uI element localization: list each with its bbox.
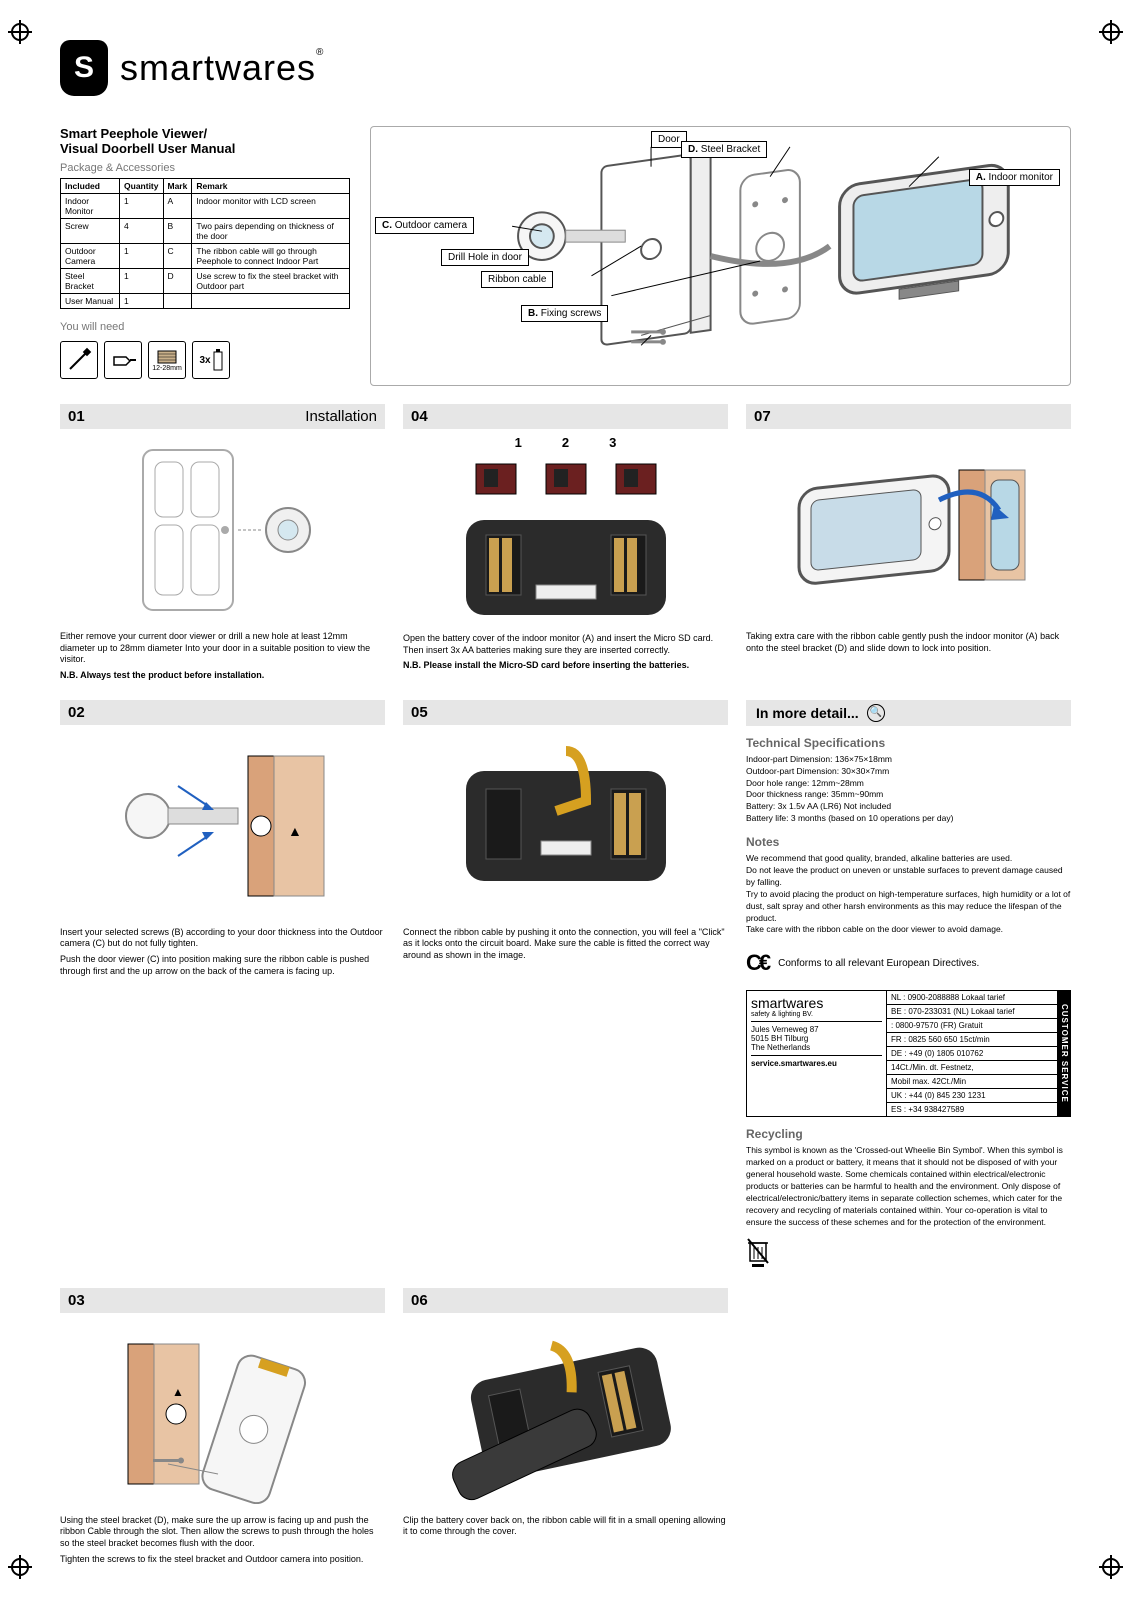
logo-text: smartwares® bbox=[120, 47, 324, 89]
you-will-need-icons: 12-28mm 3x bbox=[60, 341, 350, 379]
step-03-text1: Using the steel bracket (D), make sure t… bbox=[60, 1515, 385, 1550]
step-02: 02 ▲ Inse bbox=[60, 700, 385, 1270]
tech-line: Outdoor-part Dimension: 30×30×7mm bbox=[746, 766, 1071, 778]
screwdriver-icon bbox=[60, 341, 98, 379]
step-01-text: Either remove your current door viewer o… bbox=[60, 631, 385, 666]
step-07: 07 Taking ext bbox=[746, 404, 1071, 682]
note-line: We recommend that good quality, branded,… bbox=[746, 853, 1071, 865]
step-01-diagram bbox=[113, 440, 333, 620]
contact-line: BE : 070-233031 (NL) Lokaal tarief bbox=[887, 1005, 1057, 1019]
step-02-text1: Insert your selected screws (B) accordin… bbox=[60, 927, 385, 950]
step-03: 03 ▲ Using the steel brac bbox=[60, 1288, 385, 1566]
customer-service-tab: CUSTOMER SERVICE bbox=[1058, 990, 1071, 1117]
left-intro-column: Smart Peephole Viewer/ Visual Doorbell U… bbox=[60, 126, 350, 386]
tech-line: Battery life: 3 months (based on 10 oper… bbox=[746, 813, 1071, 825]
contact-line: NL : 0900-2088888 Lokaal tarief bbox=[887, 991, 1057, 1005]
step-04-text: Open the battery cover of the indoor mon… bbox=[403, 633, 728, 656]
step-01: 01Installation Either remove your curren… bbox=[60, 404, 385, 682]
you-will-need-heading: You will need bbox=[60, 321, 350, 333]
step-02-diagram: ▲ bbox=[98, 736, 348, 916]
contact-line: : 0800-97570 (FR) Gratuit bbox=[887, 1019, 1057, 1033]
weee-bin-icon bbox=[746, 1237, 1071, 1270]
pkg-header: Quantity bbox=[120, 179, 163, 194]
brand-logo: S smartwares® bbox=[60, 40, 1071, 96]
recycling-section: Recycling This symbol is known as the 'C… bbox=[746, 1127, 1071, 1269]
table-row: Steel Bracket1DUse screw to fix the stee… bbox=[61, 269, 350, 294]
table-row: Screw4BTwo pairs depending on thickness … bbox=[61, 219, 350, 244]
contact-line: Mobil max. 42Ct./Min bbox=[887, 1075, 1057, 1089]
registration-mark-icon bbox=[8, 20, 38, 50]
package-table: IncludedQuantityMarkRemark Indoor Monito… bbox=[60, 178, 350, 309]
step-06-diagram bbox=[446, 1324, 686, 1504]
step-05-diagram bbox=[446, 741, 686, 911]
svg-text:▲: ▲ bbox=[288, 823, 302, 839]
step-04-nb: N.B. Please install the Micro-SD card be… bbox=[403, 660, 689, 670]
step-06-text: Clip the battery cover back on, the ribb… bbox=[403, 1515, 728, 1538]
batteries-icon: 3x bbox=[192, 341, 230, 379]
table-row: Indoor Monitor1AIndoor monitor with LCD … bbox=[61, 194, 350, 219]
ce-conformity: C€ Conforms to all relevant European Dir… bbox=[746, 950, 1071, 976]
step-05: 05 Connect the ribbon cable by pushing i… bbox=[403, 700, 728, 1270]
step-07-diagram bbox=[779, 440, 1039, 620]
step-04: 04 123 bbox=[403, 404, 728, 682]
step-02-text2: Push the door viewer (C) into position m… bbox=[60, 954, 385, 977]
contact-line: FR : 0825 560 650 15ct/min bbox=[887, 1033, 1057, 1047]
step-07-text: Taking extra care with the ribbon cable … bbox=[746, 631, 1071, 654]
callout-ribbon-cable: Ribbon cable bbox=[481, 271, 553, 288]
tech-line: Door thickness range: 35mm~90mm bbox=[746, 789, 1071, 801]
note-line: Try to avoid placing the product on high… bbox=[746, 889, 1071, 925]
detail-column: In more detail... 🔍 Technical Specificat… bbox=[746, 700, 1071, 1270]
magnifier-icon: 🔍 bbox=[867, 704, 885, 722]
callout-drill-hole: Drill Hole in door bbox=[441, 249, 529, 266]
pkg-header: Remark bbox=[192, 179, 350, 194]
callout-steel-bracket: D. D. Steel BracketSteel Bracket bbox=[681, 141, 767, 158]
note-line: Do not leave the product on uneven or un… bbox=[746, 865, 1071, 889]
contact-box: smartwares safety & lighting BV. Jules V… bbox=[746, 990, 1071, 1117]
contact-line: UK : +44 (0) 845 230 1231 bbox=[887, 1089, 1057, 1103]
step-06: 06 Clip the batt bbox=[403, 1288, 728, 1566]
installation-title: Installation bbox=[305, 408, 377, 425]
registration-mark-icon bbox=[1093, 1555, 1123, 1585]
in-more-detail-heading: In more detail... bbox=[756, 705, 859, 721]
note-line: Take care with the ribbon cable on the d… bbox=[746, 924, 1071, 936]
tech-line: Battery: 3x 1.5v AA (LR6) Not included bbox=[746, 801, 1071, 813]
step-01-nb: N.B. Always test the product before inst… bbox=[60, 670, 264, 680]
logo-badge-icon: S bbox=[60, 40, 108, 96]
notes-section: Notes We recommend that good quality, br… bbox=[746, 835, 1071, 936]
ce-mark-icon: C€ bbox=[746, 950, 768, 976]
step-04-sd-diagram bbox=[466, 459, 666, 499]
product-title: Smart Peephole Viewer/ Visual Doorbell U… bbox=[60, 126, 350, 156]
svg-text:▲: ▲ bbox=[172, 1385, 184, 1399]
registration-mark-icon bbox=[8, 1555, 38, 1585]
step-04-monitor-diagram bbox=[456, 510, 676, 625]
door-thickness-icon: 12-28mm bbox=[148, 341, 186, 379]
tech-line: Indoor-part Dimension: 136×75×18mm bbox=[746, 754, 1071, 766]
step-05-text: Connect the ribbon cable by pushing it o… bbox=[403, 927, 728, 962]
registration-mark-icon bbox=[1093, 20, 1123, 50]
contact-line: DE : +49 (0) 1805 010762 bbox=[887, 1047, 1057, 1061]
tech-line: Door hole range: 12mm~28mm bbox=[746, 778, 1071, 790]
package-heading: Package & Accessories bbox=[60, 162, 350, 174]
table-row: Outdoor Camera1CThe ribbon cable will go… bbox=[61, 244, 350, 269]
contact-line: ES : +34 938427589 bbox=[887, 1103, 1057, 1116]
technical-specs: Technical Specifications Indoor-part Dim… bbox=[746, 736, 1071, 825]
callout-fixing-screws: B. Fixing screws bbox=[521, 305, 608, 322]
step-03-diagram: ▲ bbox=[98, 1324, 348, 1504]
callout-outdoor-camera: C. Outdoor camera bbox=[375, 217, 474, 234]
table-row: User Manual1 bbox=[61, 294, 350, 309]
contact-line: 14Ct./Min. dt. Festnetz, bbox=[887, 1061, 1057, 1075]
step-03-text2: Tighten the screws to fix the steel brac… bbox=[60, 1554, 385, 1566]
drill-icon bbox=[104, 341, 142, 379]
pkg-header: Mark bbox=[163, 179, 192, 194]
exploded-diagram: Door D. D. Steel BracketSteel Bracket A.… bbox=[370, 126, 1071, 386]
callout-indoor-monitor: A. Indoor monitor bbox=[969, 169, 1060, 186]
pkg-header: Included bbox=[61, 179, 120, 194]
